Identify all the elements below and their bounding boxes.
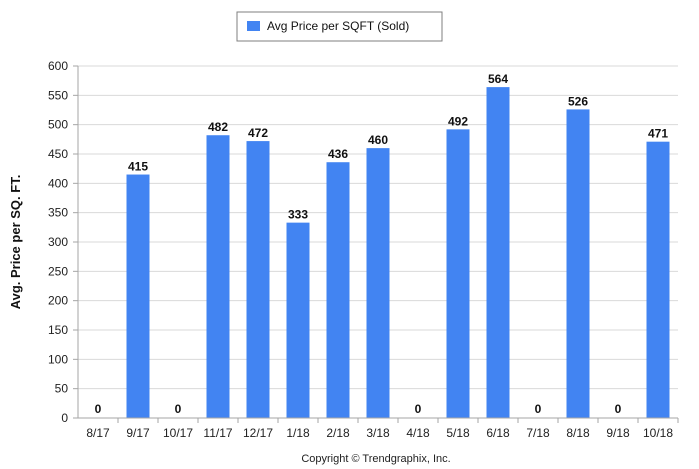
x-tick-label: 1/18 <box>286 426 310 440</box>
legend: Avg Price per SQFT (Sold) <box>236 11 443 42</box>
x-tick-label: 3/18 <box>366 426 390 440</box>
y-tick-label: 350 <box>48 206 68 220</box>
data-label: 492 <box>448 114 468 128</box>
x-tick-label: 4/18 <box>406 426 430 440</box>
x-tick-label: 8/17 <box>86 426 110 440</box>
bar-8-18 <box>566 109 590 418</box>
x-tick-label: 7/18 <box>526 426 550 440</box>
y-tick-label: 150 <box>48 323 68 337</box>
bars <box>126 87 670 419</box>
x-tick-label: 8/18 <box>566 426 590 440</box>
bar-5-18 <box>446 129 470 419</box>
y-tick-label: 600 <box>48 59 68 73</box>
bar-6-18 <box>486 87 510 419</box>
x-tick-label: 10/17 <box>163 426 193 440</box>
bar-1-18 <box>286 222 310 418</box>
y-tick-label: 500 <box>48 118 68 132</box>
legend-label: Avg Price per SQFT (Sold) <box>267 19 409 33</box>
y-tick-label: 50 <box>55 382 69 396</box>
y-tick-label: 400 <box>48 176 68 190</box>
y-tick-label: 300 <box>48 235 68 249</box>
bar-12-17 <box>246 141 270 419</box>
y-tick-label: 550 <box>48 88 68 102</box>
x-tick-label: 6/18 <box>486 426 510 440</box>
data-label: 471 <box>648 127 668 141</box>
data-label: 564 <box>488 72 508 86</box>
data-label: 0 <box>415 402 422 416</box>
bar-11-17 <box>206 135 230 418</box>
x-tick-label: 5/18 <box>446 426 470 440</box>
bar-9-17 <box>126 174 150 418</box>
y-tick-label: 100 <box>48 352 68 366</box>
data-label: 415 <box>128 160 148 174</box>
y-tick-label: 250 <box>48 264 68 278</box>
x-tick-label: 10/18 <box>643 426 673 440</box>
data-label: 0 <box>535 402 542 416</box>
x-tick-label: 2/18 <box>326 426 350 440</box>
copyright-text: Copyright © Trendgraphix, Inc. <box>301 453 450 465</box>
data-label: 460 <box>368 133 388 147</box>
x-tick-label: 12/17 <box>243 426 273 440</box>
bar-2-18 <box>326 162 350 418</box>
data-label: 0 <box>615 402 622 416</box>
x-tick-label: 9/17 <box>126 426 150 440</box>
legend-swatch <box>247 21 260 31</box>
data-label: 436 <box>328 147 348 161</box>
x-tick-label: 9/18 <box>606 426 630 440</box>
legend-box <box>236 11 443 42</box>
data-label: 0 <box>175 402 182 416</box>
y-tick-label: 450 <box>48 147 68 161</box>
data-label: 0 <box>95 402 102 416</box>
y-axis-ticks: 0 50 100 150 200 250 300 350 400 450 500 550 600 <box>48 59 78 425</box>
bar-3-18 <box>366 148 390 418</box>
y-tick-label: 200 <box>48 294 68 308</box>
data-labels: 0 415 0 482 472 333 436 460 0 492 564 0 526 0 471 <box>95 72 669 416</box>
data-label: 333 <box>288 208 308 222</box>
data-label: 482 <box>208 120 228 134</box>
data-label: 526 <box>568 94 588 108</box>
x-tick-label: 11/17 <box>203 426 232 440</box>
bar-10-18 <box>646 141 670 418</box>
x-axis-ticks: 8/17 9/17 10/17 11/17 12/17 1/18 2/18 3/18 4/18 5… <box>86 418 679 440</box>
data-label: 472 <box>248 126 268 140</box>
y-axis-title: Avg. Price per SQ. FT. <box>8 175 23 310</box>
y-tick-label: 0 <box>61 411 68 425</box>
